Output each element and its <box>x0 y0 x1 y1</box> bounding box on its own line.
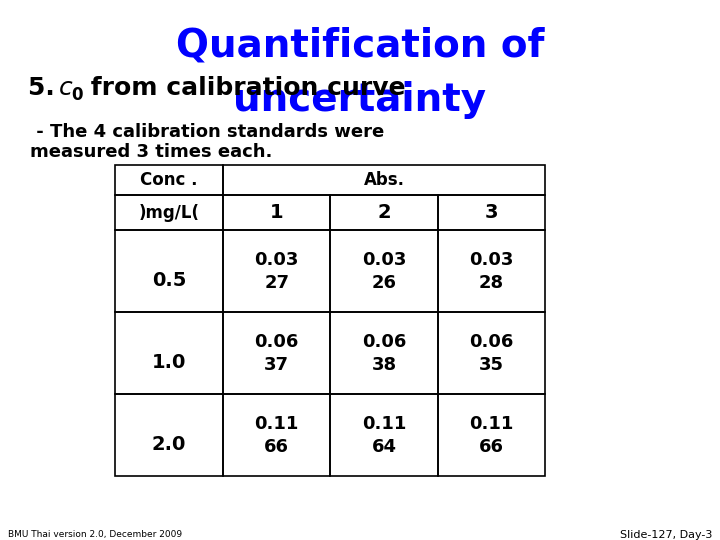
Bar <box>330 394 438 476</box>
Text: - The 4 calibration standards were: - The 4 calibration standards were <box>30 123 384 141</box>
Text: 27: 27 <box>264 274 289 292</box>
Bar <box>330 312 438 394</box>
Bar <box>223 394 330 476</box>
Text: 5.: 5. <box>28 76 63 100</box>
Bar <box>438 230 545 312</box>
Text: 2: 2 <box>377 203 391 222</box>
Text: 0.03: 0.03 <box>254 251 299 269</box>
Text: 66: 66 <box>479 438 504 456</box>
Text: 0.11: 0.11 <box>362 415 406 433</box>
Text: from calibration curve: from calibration curve <box>82 76 405 100</box>
Bar <box>438 394 545 476</box>
Text: 26: 26 <box>372 274 397 292</box>
Text: Slide-127, Day-3: Slide-127, Day-3 <box>620 530 712 540</box>
Text: 66: 66 <box>264 438 289 456</box>
Text: 0: 0 <box>71 86 83 104</box>
Text: 0.03: 0.03 <box>469 251 513 269</box>
Text: 3: 3 <box>485 203 498 222</box>
Text: 2.0: 2.0 <box>152 435 186 455</box>
Bar <box>223 195 330 230</box>
Text: 0.5: 0.5 <box>152 272 186 291</box>
Text: 1: 1 <box>270 203 284 222</box>
Bar <box>115 394 223 476</box>
Bar <box>330 230 438 312</box>
Bar <box>223 165 545 195</box>
Bar <box>438 195 545 230</box>
Text: 0.11: 0.11 <box>254 415 299 433</box>
Text: 28: 28 <box>479 274 504 292</box>
Text: 64: 64 <box>372 438 397 456</box>
Bar <box>438 312 545 394</box>
Text: Abs.: Abs. <box>364 171 405 189</box>
Text: uncertainty: uncertainty <box>233 81 487 119</box>
Text: Quantification of: Quantification of <box>176 26 544 64</box>
Text: 0.06: 0.06 <box>254 333 299 351</box>
Text: measured 3 times each.: measured 3 times each. <box>30 143 272 161</box>
Text: 0.03: 0.03 <box>362 251 406 269</box>
Text: 1.0: 1.0 <box>152 354 186 373</box>
Text: $\mathit{c}$: $\mathit{c}$ <box>58 76 73 100</box>
Text: 0.11: 0.11 <box>469 415 513 433</box>
Bar <box>115 195 223 230</box>
Text: 0.06: 0.06 <box>362 333 406 351</box>
Bar <box>223 312 330 394</box>
Bar <box>115 165 223 195</box>
Bar <box>223 230 330 312</box>
Text: BMU Thai version 2.0, December 2009: BMU Thai version 2.0, December 2009 <box>8 530 182 539</box>
Bar <box>330 195 438 230</box>
Bar <box>115 312 223 394</box>
Text: Conc .: Conc . <box>140 171 198 189</box>
Bar <box>115 230 223 312</box>
Text: 38: 38 <box>372 356 397 374</box>
Text: 0.06: 0.06 <box>469 333 513 351</box>
Text: )mg/L(: )mg/L( <box>138 204 199 221</box>
Text: 35: 35 <box>479 356 504 374</box>
Text: 37: 37 <box>264 356 289 374</box>
